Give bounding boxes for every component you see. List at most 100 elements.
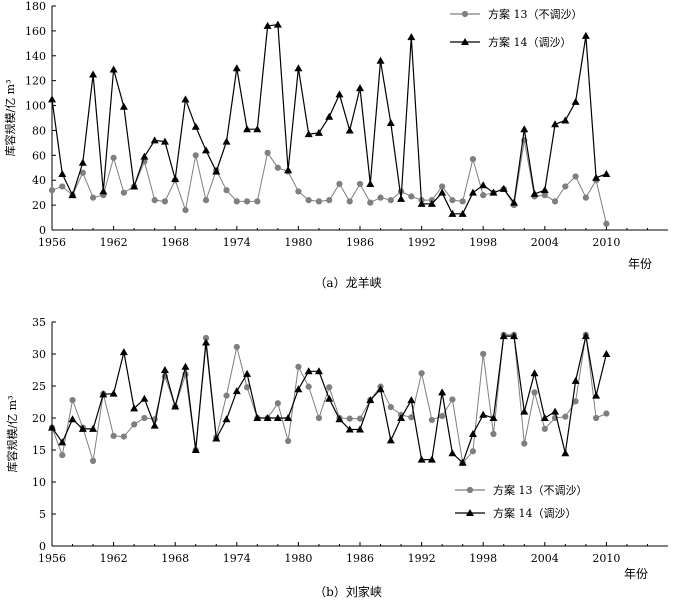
y-tick-label: 180 bbox=[25, 0, 46, 13]
data-point bbox=[540, 414, 549, 421]
data-point bbox=[480, 350, 487, 358]
x-tick-label: 1968 bbox=[161, 236, 189, 249]
data-point bbox=[305, 383, 312, 390]
data-point bbox=[222, 415, 231, 423]
data-point bbox=[356, 180, 364, 188]
data-point bbox=[325, 112, 334, 120]
data-point bbox=[212, 434, 221, 442]
data-point bbox=[581, 332, 590, 340]
data-point bbox=[243, 369, 252, 377]
data-point bbox=[171, 402, 180, 410]
data-point bbox=[499, 332, 508, 340]
data-point bbox=[315, 414, 323, 422]
data-point bbox=[304, 130, 313, 138]
data-point bbox=[314, 128, 323, 136]
data-point bbox=[232, 387, 241, 395]
data-point bbox=[274, 400, 281, 407]
data-point bbox=[273, 20, 282, 28]
data-point bbox=[263, 21, 272, 29]
data-point bbox=[150, 136, 159, 144]
data-point bbox=[489, 414, 498, 421]
data-point bbox=[356, 84, 364, 92]
x-tick-label: 1980 bbox=[284, 552, 312, 565]
y-tick-label: 140 bbox=[25, 50, 46, 63]
x-tick-label: 2004 bbox=[531, 552, 559, 565]
data-point bbox=[510, 198, 518, 206]
x-tick-label: 1962 bbox=[100, 236, 128, 249]
data-point bbox=[223, 187, 230, 194]
data-point bbox=[151, 197, 158, 204]
y-tick-label: 40 bbox=[32, 174, 46, 187]
data-point bbox=[274, 164, 281, 171]
data-point bbox=[366, 396, 375, 404]
data-point bbox=[530, 369, 539, 377]
data-point bbox=[408, 414, 415, 421]
data-point bbox=[551, 407, 560, 415]
data-point bbox=[571, 97, 580, 105]
y-tick-label: 35 bbox=[32, 316, 46, 329]
data-point bbox=[603, 410, 610, 417]
data-point bbox=[356, 415, 364, 422]
chart-title: （b）刘家峡 bbox=[314, 584, 382, 599]
x-tick-label: 2010 bbox=[592, 236, 620, 249]
data-point bbox=[387, 404, 394, 411]
y-tick-label: 100 bbox=[25, 100, 46, 113]
data-point bbox=[438, 388, 447, 396]
legend-label: 方案 14（调沙） bbox=[493, 506, 577, 520]
data-point bbox=[109, 65, 118, 73]
data-point bbox=[335, 90, 344, 98]
data-point bbox=[243, 125, 252, 133]
chart-title: （a）龙羊峡 bbox=[314, 275, 381, 290]
legend-marker bbox=[461, 38, 469, 45]
data-point bbox=[78, 424, 87, 432]
data-point bbox=[407, 396, 416, 404]
chart-a: 0 20 40 60 80 100 120 140 160 180 1956 1962 1968 1974… bbox=[3, 0, 668, 290]
data-point bbox=[150, 421, 159, 429]
data-point bbox=[181, 362, 190, 370]
data-point bbox=[326, 384, 333, 391]
data-point bbox=[397, 414, 406, 421]
data-point bbox=[448, 449, 457, 457]
legend: 方案 13（不调沙） 方案 14（调沙） bbox=[450, 7, 583, 49]
data-point bbox=[254, 198, 261, 205]
data-point bbox=[521, 440, 528, 447]
data-point bbox=[181, 95, 190, 103]
data-point bbox=[510, 332, 518, 340]
data-point bbox=[551, 198, 559, 205]
data-point bbox=[449, 396, 456, 403]
x-tick-label: 1956 bbox=[38, 236, 66, 249]
data-point bbox=[376, 385, 385, 393]
x-tick-label: 1962 bbox=[100, 552, 128, 565]
y-tick-label: 0 bbox=[39, 540, 46, 553]
data-point bbox=[602, 350, 611, 357]
data-point bbox=[356, 425, 364, 433]
data-point bbox=[212, 167, 221, 175]
data-point bbox=[377, 194, 384, 201]
series-scheme-14 bbox=[48, 20, 611, 217]
data-point bbox=[417, 199, 426, 207]
data-point bbox=[78, 158, 87, 166]
data-point bbox=[48, 95, 56, 103]
data-point bbox=[418, 370, 425, 377]
y-tick-label: 30 bbox=[32, 348, 46, 361]
data-point bbox=[295, 188, 302, 195]
data-point bbox=[458, 458, 467, 466]
data-point bbox=[530, 189, 539, 197]
data-point bbox=[581, 31, 590, 39]
data-point bbox=[561, 449, 570, 457]
data-point bbox=[603, 220, 610, 227]
x-axis-label: 年份 bbox=[624, 567, 648, 581]
data-point bbox=[346, 198, 353, 205]
data-point bbox=[233, 198, 240, 205]
y-tick-label: 20 bbox=[32, 199, 46, 212]
data-point bbox=[89, 424, 98, 432]
y-tick-label: 25 bbox=[32, 380, 46, 393]
x-tick-label: 1968 bbox=[161, 552, 189, 565]
data-point bbox=[89, 70, 98, 78]
data-point bbox=[141, 414, 148, 422]
data-point bbox=[253, 125, 262, 133]
data-point bbox=[541, 192, 548, 199]
data-point bbox=[130, 182, 139, 190]
x-tick-label: 1986 bbox=[346, 236, 374, 249]
x-tick-label: 1974 bbox=[223, 552, 251, 565]
